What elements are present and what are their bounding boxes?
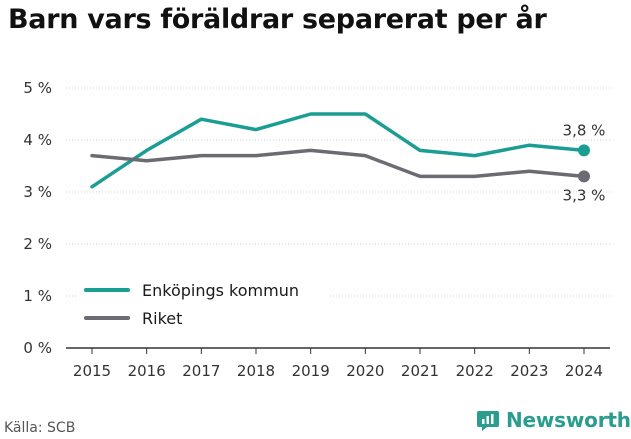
series-end-point: [578, 144, 590, 157]
y-tick-label: 3 %: [23, 183, 52, 201]
y-tick-label: 5 %: [23, 79, 52, 97]
legend-background: [78, 272, 328, 334]
line-chart: 0 %1 %2 %3 %4 %5 % 2015 2016 2017 2018 2019 2…: [23, 79, 610, 380]
y-tick-label: 4 %: [23, 131, 52, 149]
series-line: [90, 112, 586, 189]
x-tick-label: 2017: [182, 362, 220, 380]
newsworthy-icon: [477, 411, 499, 431]
brand-name: Newsworthy: [506, 408, 631, 432]
legend-label: Enköpings kommun: [142, 281, 299, 300]
brand-logo: Newsworthy: [476, 408, 631, 432]
x-tick-label: 2015: [73, 362, 111, 380]
y-tick-label: 0 %: [23, 339, 52, 357]
series-lines: 3,8 % 3,3 %: [90, 112, 606, 204]
legend: Enköpings kommun Riket: [78, 272, 328, 334]
series-line: [90, 148, 586, 179]
x-tick-label: 2022: [456, 362, 494, 380]
source-note: Källa: SCB: [4, 420, 76, 436]
x-tick-label: 2018: [237, 362, 275, 380]
x-tick-label: 2023: [510, 362, 548, 380]
x-tick-label: 2019: [292, 362, 330, 380]
x-axis-ticks: 2015 2016 2017 2018 2019 2020 2021 2022 2023 2024: [73, 348, 603, 380]
chart-title: Barn vars föräldrar separerat per år: [8, 4, 547, 35]
x-tick-label: 2020: [346, 362, 384, 380]
x-tick-label: 2021: [401, 362, 439, 380]
series-end-point: [578, 170, 590, 183]
series-end-label: 3,3 %: [563, 186, 606, 204]
y-axis-ticks: 0 % 1 % 2 % 3 % 4 % 5 %: [23, 79, 52, 357]
y-tick-label: 2 %: [23, 235, 52, 253]
series-end-label: 3,8 %: [563, 121, 606, 139]
x-tick-label: 2024: [565, 362, 603, 380]
legend-label: Riket: [142, 309, 182, 328]
y-tick-label: 1 %: [23, 287, 52, 305]
x-tick-label: 2016: [128, 362, 166, 380]
